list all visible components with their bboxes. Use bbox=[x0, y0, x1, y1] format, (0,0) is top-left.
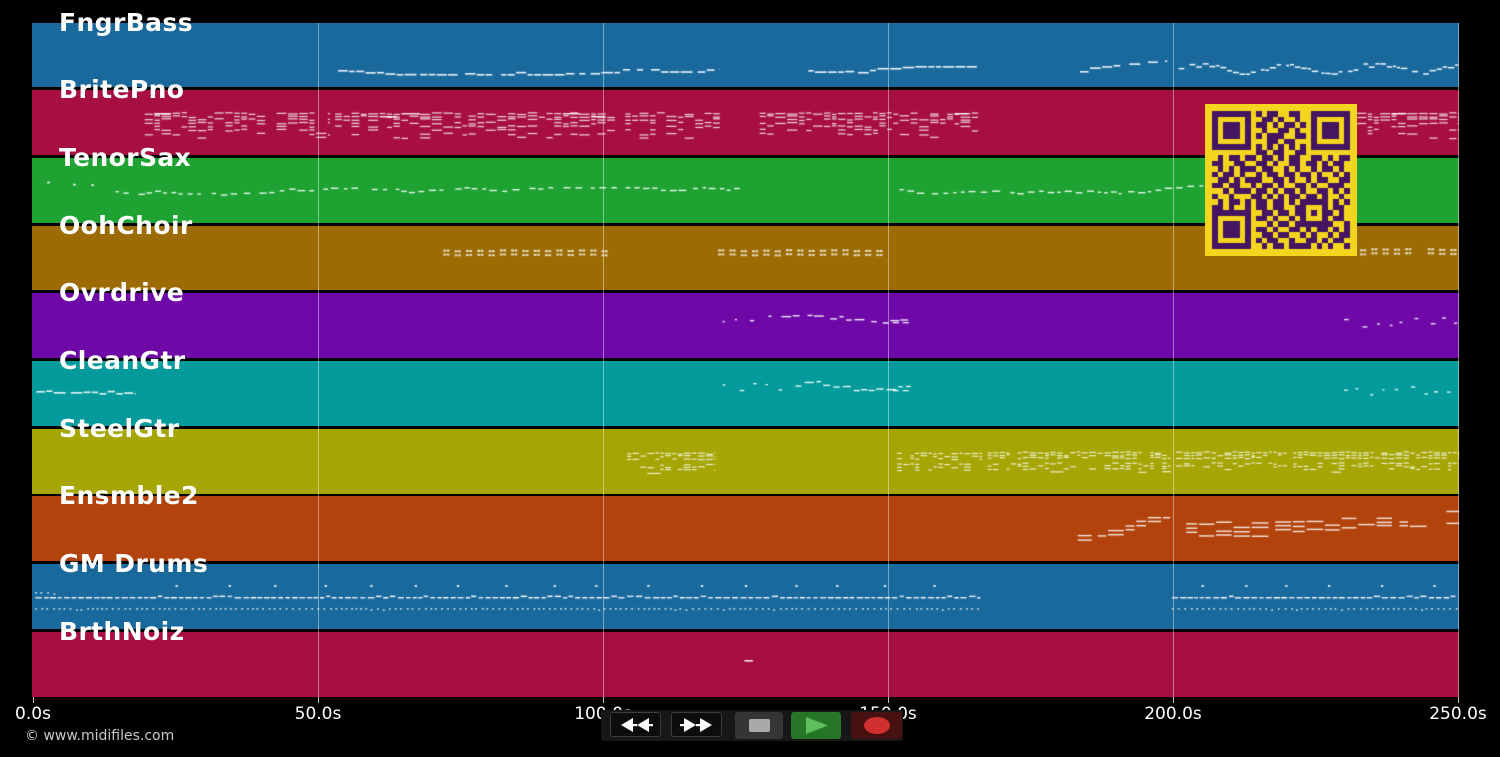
track-label: CleanGtr bbox=[59, 346, 186, 375]
track-label: OohChoir bbox=[59, 210, 193, 240]
rewind-icon bbox=[620, 717, 653, 732]
fast-forward-icon bbox=[679, 717, 712, 732]
record-icon bbox=[863, 717, 890, 734]
track-label: GM Drums bbox=[59, 549, 209, 579]
track-label: TenorSax bbox=[59, 142, 192, 172]
play-icon bbox=[806, 717, 828, 734]
track-label: BritePno bbox=[59, 75, 185, 105]
transport-bar bbox=[601, 710, 903, 741]
track-label: Ensmble2 bbox=[59, 481, 199, 511]
fast-forward-button[interactable] bbox=[671, 712, 722, 737]
track-label: BrthNoiz bbox=[59, 616, 185, 646]
record-button[interactable] bbox=[851, 712, 902, 739]
qr-code bbox=[1205, 104, 1357, 256]
play-button[interactable] bbox=[791, 712, 841, 739]
stop-icon bbox=[748, 719, 770, 732]
track-label: FngrBass bbox=[59, 7, 193, 37]
rewind-button[interactable] bbox=[610, 712, 661, 737]
stop-button[interactable] bbox=[735, 712, 783, 739]
track-label: Ovrdrive bbox=[59, 278, 185, 308]
track-label: SteelGtr bbox=[59, 413, 180, 443]
